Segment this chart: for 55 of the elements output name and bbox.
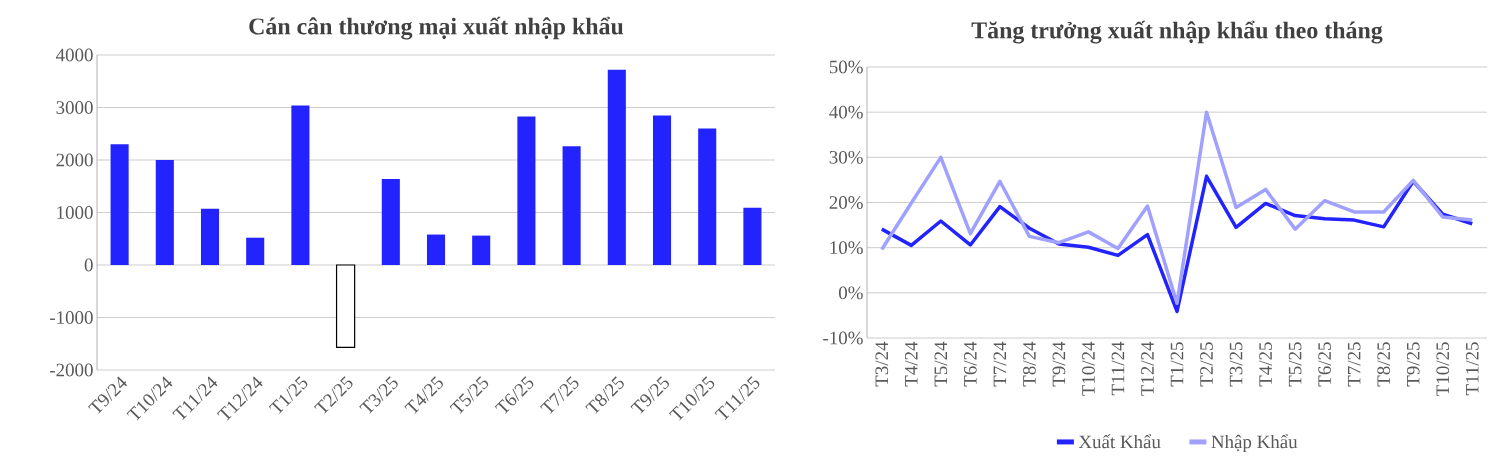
y-tick-label: 2000: [56, 153, 93, 167]
x-tick-label: T2/25: [1200, 342, 1213, 387]
y-tick-label: 3000: [56, 101, 93, 114]
bar: [291, 105, 310, 265]
x-tick-label: T8/25: [1377, 342, 1391, 387]
bar: [743, 207, 762, 265]
bar: [381, 178, 400, 265]
y-tick-label: 40%: [829, 105, 863, 119]
y-tick-label: 0: [84, 258, 93, 272]
chart-title: Tăng trưởng xuất nhập khẩu theo tháng: [971, 20, 1383, 44]
x-tick-label: T12/24: [1141, 341, 1154, 396]
bar: [472, 235, 491, 265]
bar: [110, 144, 129, 265]
bar: [426, 234, 446, 265]
x-tick-label: T9/25: [1406, 342, 1420, 387]
x-tick-label: T1/25: [1170, 342, 1184, 387]
x-tick-label: T7/24: [993, 341, 1007, 387]
x-tick-label: T5/24: [934, 341, 948, 387]
x-tick-label: T3/25: [1229, 342, 1243, 387]
y-tick-label: 1000: [57, 206, 93, 219]
bar: [517, 116, 536, 265]
x-tick-label: T7/25: [1347, 342, 1361, 387]
bar: [698, 128, 717, 265]
y-tick-label: 10%: [830, 241, 863, 255]
y-tick-label: 0%: [838, 286, 863, 300]
x-tick-label: T9/24: [1052, 341, 1066, 387]
bar: [562, 146, 581, 265]
bar: [652, 115, 672, 265]
x-tick-label: T4/25: [1259, 342, 1272, 387]
y-tick-label: 50%: [829, 60, 863, 74]
y-tick-label: -2000: [50, 363, 93, 377]
chart-title: Cán cân thương mại xuất nhập khẩu: [249, 16, 624, 40]
bar: [607, 69, 626, 265]
x-tick-label: T4/24: [904, 341, 918, 387]
y-tick-label: -10%: [823, 331, 863, 345]
bar: [246, 237, 265, 265]
x-tick-label: T8/24: [1023, 341, 1036, 387]
x-tick-label: T10/25: [1436, 342, 1450, 396]
x-tick-label: T6/24: [963, 341, 977, 387]
x-tick-label: T5/25: [1288, 342, 1302, 387]
x-tick-label: T11/24: [1111, 341, 1125, 396]
y-tick-label: 30%: [829, 150, 863, 164]
y-tick-label: 4000: [56, 48, 93, 62]
y-tick-label: 20%: [829, 196, 863, 209]
bar: [155, 160, 174, 265]
x-tick-label: T3/24: [875, 341, 889, 387]
bar: [200, 208, 220, 265]
bar: [335, 264, 356, 349]
x-tick-label: T11/25: [1465, 342, 1479, 396]
legend-label: Xuất Khẩu: [1078, 434, 1161, 449]
line-series: [880, 110, 1474, 305]
x-tick-label: T10/24: [1082, 341, 1095, 396]
legend-label: Nhập Khẩu: [1211, 434, 1298, 453]
y-tick-label: -1000: [50, 311, 93, 324]
x-tick-label: T6/25: [1318, 342, 1331, 387]
